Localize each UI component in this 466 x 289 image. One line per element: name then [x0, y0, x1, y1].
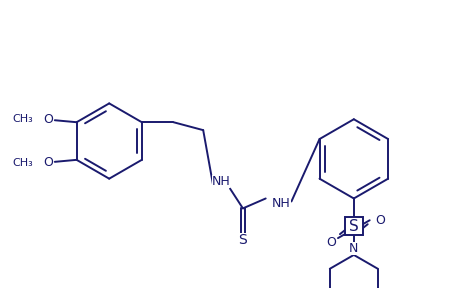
Text: S: S	[239, 233, 247, 247]
Text: NH: NH	[272, 197, 291, 210]
Text: S: S	[349, 219, 359, 234]
Bar	[345, 217, 363, 235]
Text: CH₃: CH₃	[12, 114, 33, 124]
Text: NH: NH	[212, 175, 231, 188]
Text: O: O	[43, 113, 53, 126]
Text: O: O	[326, 236, 336, 249]
Text: N: N	[349, 242, 358, 255]
Text: O: O	[43, 156, 53, 169]
Text: CH₃: CH₃	[12, 158, 33, 168]
Text: O: O	[376, 214, 385, 227]
